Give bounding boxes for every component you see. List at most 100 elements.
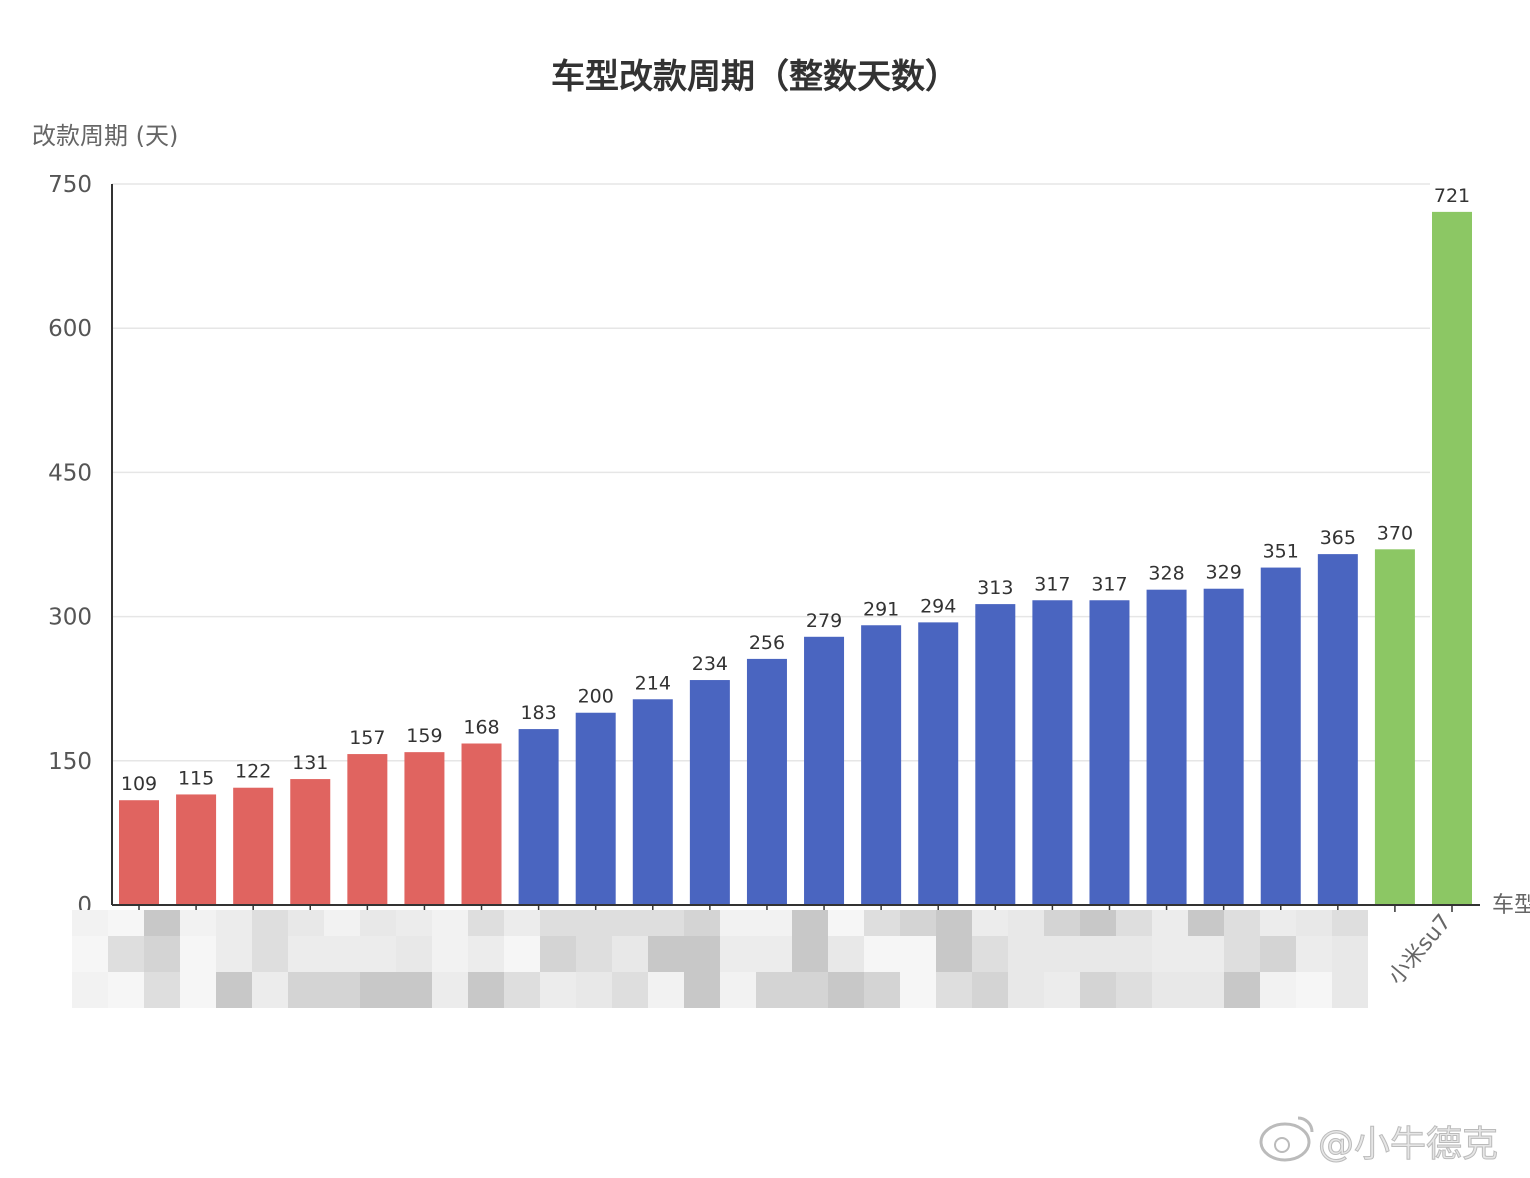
bar	[632, 699, 673, 905]
bar	[518, 729, 559, 905]
mosaic-cell	[756, 936, 792, 972]
mosaic-cell	[792, 936, 828, 972]
mosaic-cell	[1260, 936, 1296, 972]
mosaic-cell	[1008, 910, 1044, 936]
y-tick-label: 150	[48, 749, 92, 775]
mosaic-cell	[936, 936, 972, 972]
mosaic-cell	[1188, 936, 1224, 972]
weibo-logo-icon	[1259, 1116, 1314, 1162]
mosaic-cell	[180, 972, 216, 1008]
bar	[861, 625, 902, 905]
mosaic-cell	[1116, 972, 1152, 1008]
mosaic-cell	[648, 936, 684, 972]
mosaic-cell	[612, 972, 648, 1008]
mosaic-cell	[252, 910, 288, 936]
mosaic-cell	[1044, 972, 1080, 1008]
mosaic-cell	[468, 936, 504, 972]
mosaic-cell	[432, 936, 468, 972]
mosaic-cell	[504, 910, 540, 936]
bar	[575, 712, 616, 905]
bar	[975, 604, 1016, 905]
mosaic-cell	[1224, 936, 1260, 972]
data-label: 328	[1148, 563, 1184, 585]
bar	[176, 794, 217, 905]
mosaic-cell	[1224, 972, 1260, 1008]
mosaic-cell	[828, 936, 864, 972]
y-tick-label: 750	[48, 172, 92, 198]
mosaic-cell	[504, 972, 540, 1008]
mosaic-cell	[360, 910, 396, 936]
data-label: 168	[463, 716, 499, 738]
bar	[1203, 588, 1244, 905]
mosaic-cell	[900, 972, 936, 1008]
mosaic-cell	[1152, 936, 1188, 972]
mosaic-cell	[72, 910, 108, 936]
mosaic-cell	[108, 936, 144, 972]
mosaic-cell	[720, 972, 756, 1008]
mosaic-cell	[1080, 972, 1116, 1008]
x-tick-label: 小米su7	[1384, 910, 1457, 990]
mosaic-cell	[936, 910, 972, 936]
mosaic-cell	[288, 936, 324, 972]
chart-title: 车型改款周期（整数天数）	[551, 57, 959, 97]
data-label: 721	[1434, 185, 1470, 207]
mosaic-cell	[1332, 910, 1368, 936]
mosaic-cell	[396, 936, 432, 972]
mosaic-cell	[252, 936, 288, 972]
data-label: 122	[235, 761, 271, 783]
mosaic-cell	[360, 936, 396, 972]
mosaic-cell	[540, 936, 576, 972]
mosaic-cell	[972, 936, 1008, 972]
data-label: 279	[806, 610, 842, 632]
bar	[1032, 600, 1073, 905]
watermark-text: @小牛德克	[1318, 1124, 1498, 1165]
data-labels: 109 115 122 131 157 159 168 183 200 214 234 256 279 2…	[121, 185, 1470, 795]
mosaic-cell	[612, 936, 648, 972]
mosaic-cell	[684, 936, 720, 972]
mosaic-cell	[972, 910, 1008, 936]
bar	[290, 779, 331, 905]
mosaic-cell	[144, 972, 180, 1008]
data-label: 115	[178, 767, 214, 789]
bar	[461, 743, 502, 905]
mosaic-cell	[504, 936, 540, 972]
mosaic-cell	[396, 910, 432, 936]
data-label: 365	[1320, 527, 1356, 549]
data-label: 256	[749, 632, 785, 654]
bar	[918, 622, 959, 905]
data-label: 109	[121, 773, 157, 795]
mosaic-cell	[540, 972, 576, 1008]
data-label: 313	[977, 577, 1013, 599]
mosaic-cell	[216, 972, 252, 1008]
data-label: 131	[292, 752, 328, 774]
bar	[1432, 211, 1472, 905]
mosaic-cell	[324, 936, 360, 972]
mosaic-cell	[396, 972, 432, 1008]
y-tick-label: 300	[48, 605, 92, 631]
bar	[404, 752, 445, 905]
mosaic-cell	[828, 910, 864, 936]
data-label: 183	[520, 702, 556, 724]
bar	[1374, 549, 1415, 905]
mosaic-cell	[216, 936, 252, 972]
mosaic-cell	[108, 972, 144, 1008]
mosaic-cell	[1080, 936, 1116, 972]
mosaic-cell	[792, 910, 828, 936]
mosaic-cell	[72, 936, 108, 972]
mosaic-cell	[900, 936, 936, 972]
bar	[804, 636, 845, 905]
mosaic-cell	[1116, 936, 1152, 972]
mosaic-cell	[792, 972, 828, 1008]
mosaic-cell	[252, 972, 288, 1008]
y-axis-label: 改款周期 (天)	[32, 122, 178, 150]
mosaic-cell	[900, 910, 936, 936]
mosaic-cell	[1224, 910, 1260, 936]
bar	[689, 680, 730, 905]
bar	[233, 787, 274, 905]
mosaic-cell	[1296, 972, 1332, 1008]
mosaic-cell	[540, 910, 576, 936]
mosaic-cell	[1296, 910, 1332, 936]
data-label: 329	[1206, 562, 1242, 584]
mosaic-cell	[576, 910, 612, 936]
mosaic-cell	[648, 972, 684, 1008]
